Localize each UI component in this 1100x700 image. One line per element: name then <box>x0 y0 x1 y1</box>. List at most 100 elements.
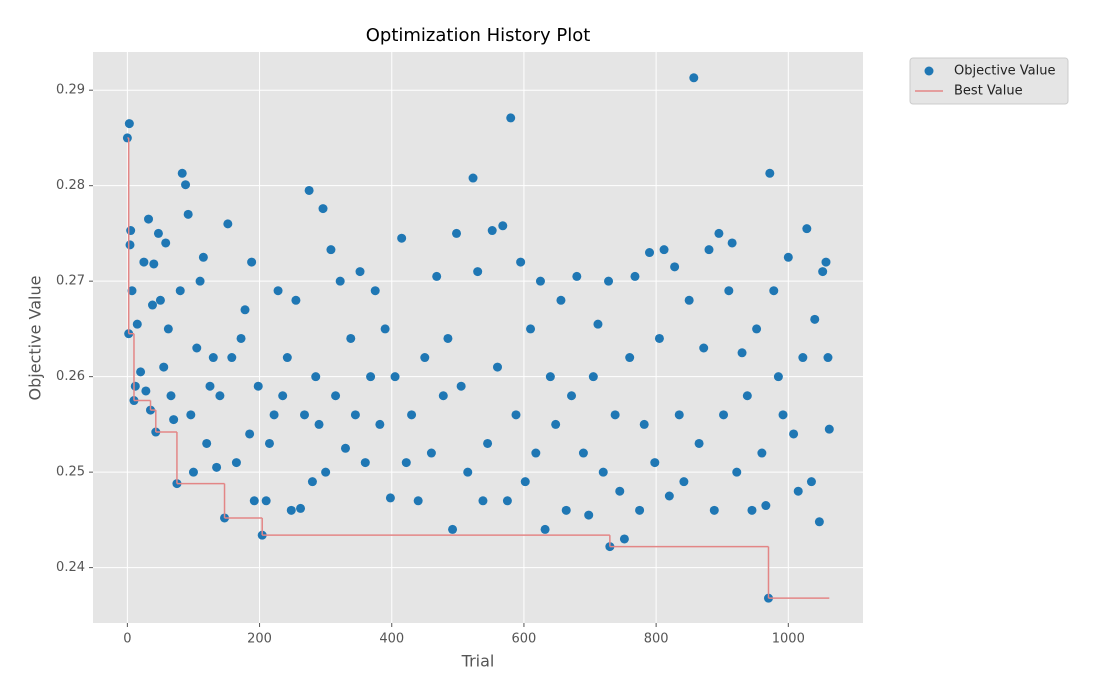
point <box>126 226 136 236</box>
point <box>443 333 453 343</box>
point <box>684 295 694 305</box>
point <box>124 119 134 129</box>
legend-label: Best Value <box>954 84 1023 99</box>
point <box>520 477 530 487</box>
point <box>761 501 771 511</box>
point <box>463 467 473 477</box>
point <box>264 438 274 448</box>
point <box>183 209 193 219</box>
point <box>823 353 833 363</box>
point <box>253 381 263 391</box>
point <box>132 319 142 329</box>
point <box>630 271 640 281</box>
point <box>719 410 729 420</box>
point <box>166 391 176 401</box>
point <box>593 319 603 329</box>
point <box>654 333 664 343</box>
point <box>578 448 588 458</box>
point <box>567 391 577 401</box>
point <box>291 295 301 305</box>
point <box>516 257 526 267</box>
point <box>502 496 512 506</box>
point <box>366 372 376 382</box>
point <box>704 245 714 255</box>
point <box>304 185 314 195</box>
point <box>360 458 370 468</box>
point <box>161 238 171 248</box>
x-tick-label: 800 <box>644 632 669 647</box>
point <box>540 524 550 534</box>
point <box>420 353 430 363</box>
point <box>551 419 561 429</box>
point <box>139 257 149 267</box>
point <box>307 477 317 487</box>
point <box>181 180 191 190</box>
point <box>177 168 187 178</box>
point <box>778 410 788 420</box>
point <box>584 510 594 520</box>
point <box>588 372 598 382</box>
point <box>757 448 767 458</box>
point <box>311 372 321 382</box>
legend-marker <box>924 66 934 76</box>
point <box>247 257 257 267</box>
point <box>773 372 783 382</box>
point <box>175 286 185 296</box>
point <box>223 219 233 229</box>
point <box>802 224 812 234</box>
point <box>286 505 296 515</box>
point <box>645 248 655 258</box>
point <box>147 300 157 310</box>
point <box>227 353 237 363</box>
point <box>639 419 649 429</box>
point <box>561 505 571 515</box>
point <box>765 168 775 178</box>
y-tick-label: 0.25 <box>56 465 85 480</box>
point <box>650 458 660 468</box>
point <box>448 524 458 534</box>
point <box>742 391 752 401</box>
point <box>789 429 799 439</box>
point <box>331 391 341 401</box>
point <box>492 362 502 372</box>
x-axis-label: Trial <box>461 652 495 671</box>
point <box>456 381 466 391</box>
point <box>793 486 803 496</box>
point <box>125 240 135 250</box>
point <box>483 438 493 448</box>
y-tick-label: 0.24 <box>56 560 85 575</box>
point <box>385 493 395 503</box>
point <box>198 252 208 262</box>
point <box>635 505 645 515</box>
point <box>380 324 390 334</box>
point <box>370 286 380 296</box>
legend-label: Objective Value <box>954 64 1055 79</box>
plot-area <box>93 52 863 623</box>
point <box>346 333 356 343</box>
point <box>752 324 762 334</box>
point <box>689 73 699 83</box>
point <box>432 271 442 281</box>
point <box>300 410 310 420</box>
point <box>556 295 566 305</box>
point <box>155 295 165 305</box>
point <box>674 410 684 420</box>
point <box>810 314 820 324</box>
point <box>824 424 834 434</box>
point <box>188 467 198 477</box>
point <box>314 419 324 429</box>
point <box>130 381 140 391</box>
point <box>604 276 614 286</box>
point <box>531 448 541 458</box>
point <box>355 267 365 277</box>
point <box>407 410 417 420</box>
point <box>192 343 202 353</box>
point <box>452 228 462 238</box>
point <box>215 391 225 401</box>
point <box>141 386 151 396</box>
point <box>659 245 669 255</box>
point <box>572 271 582 281</box>
point <box>159 362 169 372</box>
point <box>814 517 824 527</box>
